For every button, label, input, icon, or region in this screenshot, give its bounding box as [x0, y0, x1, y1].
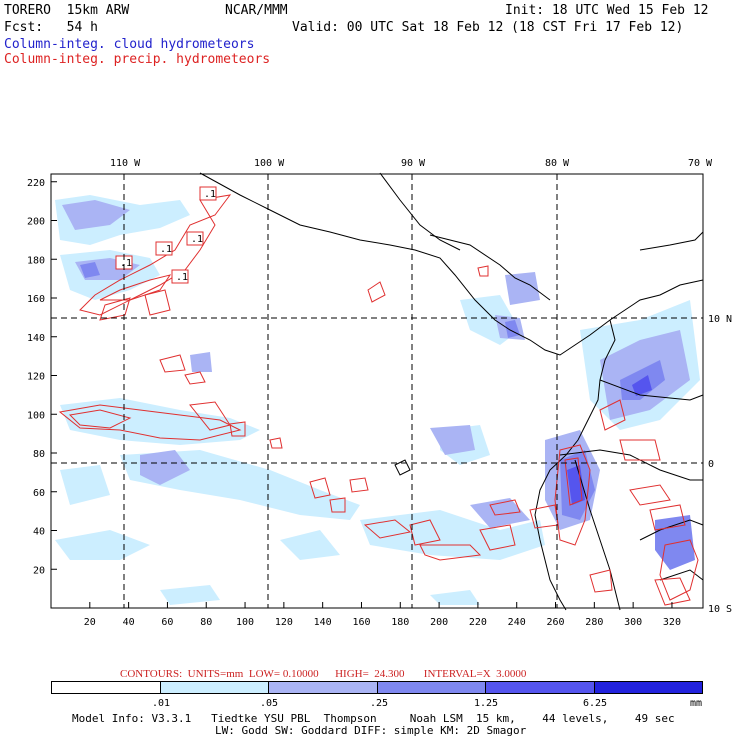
center-label: NCAR/MMM	[225, 3, 288, 18]
y-tick-label: 140	[27, 333, 45, 344]
x-tick-label: 180	[391, 617, 409, 628]
title: TORERO 15km ARW	[4, 3, 130, 18]
colorbar-swatch	[160, 682, 269, 693]
x-tick-label: 140	[314, 617, 332, 628]
lon-label: 90 W	[401, 158, 426, 169]
colorbar-swatch	[269, 682, 378, 693]
colorbar-swatch	[377, 682, 486, 693]
valid-time: Valid: 00 UTC Sat 18 Feb 12 (18 CST Fri …	[292, 20, 684, 35]
colorbar-label: .01	[152, 698, 171, 709]
lon-label: 70 W	[688, 158, 713, 169]
forecast-hour: Fcst: 54 h	[4, 20, 98, 35]
colorbar-label: .05	[260, 698, 279, 709]
colorbar-swatch	[486, 682, 595, 693]
contour-label: .1	[176, 272, 188, 283]
init-time: Init: 18 UTC Wed 15 Feb 12	[505, 3, 709, 18]
y-tick-label: 120	[27, 372, 45, 383]
y-tick-label: 60	[33, 488, 45, 499]
contour-label: .1	[204, 189, 216, 200]
x-tick-label: 240	[508, 617, 526, 628]
x-tick-label: 200	[430, 617, 448, 628]
contour-label: .1	[160, 244, 172, 255]
model-physics: LW: Godd SW: Goddard DIFF: simple KM: 2D…	[215, 724, 527, 737]
x-tick-label: 280	[585, 617, 603, 628]
model-info: Model Info: V3.3.1 Tiedtke YSU PBL Thomp…	[72, 712, 675, 725]
field-cloud-label: Column-integ. cloud hydrometeors	[4, 37, 255, 52]
colorbar-label: 6.25	[583, 698, 608, 709]
x-tick-label: 300	[624, 617, 642, 628]
colorbar-swatch	[594, 682, 702, 693]
lon-labels: 110 W 100 W 90 W 80 W 70 W	[110, 158, 713, 169]
cloud-shading-max	[567, 375, 652, 505]
x-tick-label: 260	[546, 617, 564, 628]
lon-label: 80 W	[545, 158, 570, 169]
colorbar-swatch	[52, 682, 161, 693]
precip-contours	[58, 194, 699, 606]
y-tick-label: 80	[33, 449, 45, 460]
y-tick-label: 220	[27, 178, 45, 189]
y-tick-label: 100	[27, 410, 45, 421]
x-tick-label: 40	[123, 617, 135, 628]
contour-label: .1	[191, 234, 203, 245]
x-tick-labels: 20 40 60 80 100 120 140 160 180 200 220 240 260 280 30…	[84, 617, 681, 628]
axis-ticks	[51, 181, 673, 608]
x-tick-label: 20	[84, 617, 96, 628]
contour-label-group: .1 .1 .1 .1 .1	[115, 186, 217, 284]
y-tick-labels: 20 40 60 80 100 120 140 160 180 200 220	[27, 178, 45, 577]
latlon-grid	[51, 174, 703, 608]
contour-label: .1	[120, 258, 132, 269]
x-tick-label: 120	[275, 617, 293, 628]
x-tick-label: 320	[663, 617, 681, 628]
lat-label: 0	[708, 459, 714, 470]
lat-label: 10 N	[708, 314, 732, 325]
y-tick-label: 20	[33, 565, 45, 576]
contours-info: CONTOURS: UNITS=mm LOW= 0.10000 HIGH= 24…	[120, 668, 527, 680]
lat-labels: 10 N 0 10 S	[708, 314, 732, 615]
x-tick-label: 100	[236, 617, 254, 628]
colorbar-unit: mm	[690, 698, 703, 709]
y-tick-label: 160	[27, 294, 45, 305]
plot-frame	[50, 173, 704, 609]
lon-label: 100 W	[254, 158, 285, 169]
x-tick-label: 160	[352, 617, 370, 628]
lat-label: 10 S	[708, 604, 732, 615]
coastlines	[199, 172, 704, 611]
lon-label: 110 W	[110, 158, 141, 169]
y-tick-label: 200	[27, 217, 45, 228]
x-tick-label: 60	[161, 617, 173, 628]
colorbar	[51, 681, 703, 694]
colorbar-label: 1.25	[474, 698, 499, 709]
y-tick-label: 180	[27, 255, 45, 266]
x-tick-label: 220	[469, 617, 487, 628]
x-tick-label: 80	[200, 617, 212, 628]
y-tick-label: 40	[33, 527, 45, 538]
cloud-shading	[55, 195, 700, 605]
field-precip-label: Column-integ. precip. hydrometeors	[4, 52, 271, 67]
colorbar-label: .25	[370, 698, 389, 709]
